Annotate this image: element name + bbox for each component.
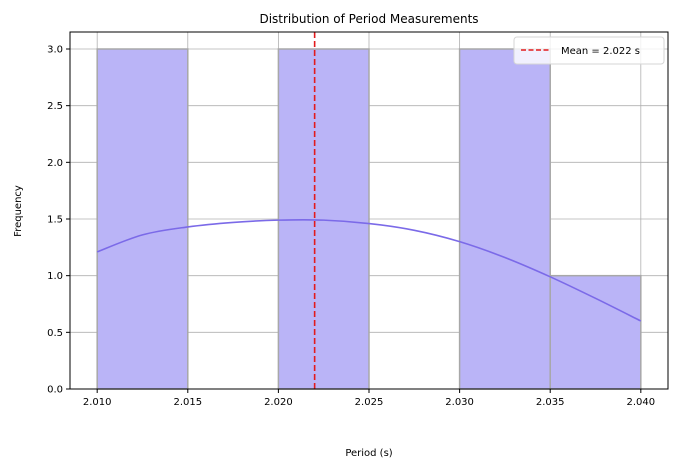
y-tick-label: 0.5 xyxy=(47,328,63,339)
x-tick-label: 2.015 xyxy=(173,397,202,408)
histogram-bar xyxy=(277,48,370,390)
x-tick-label: 2.035 xyxy=(536,397,565,408)
histogram-bar xyxy=(549,274,642,390)
x-axis-ticks: 2.010 2.015 2.020 2.025 2.030 2.035 2.040 xyxy=(83,389,655,408)
y-tick-label: 3.0 xyxy=(47,45,63,56)
histogram-bar xyxy=(458,48,551,390)
x-tick-label: 2.030 xyxy=(445,397,474,408)
x-tick-label: 2.010 xyxy=(83,397,112,408)
y-tick-label: 2.5 xyxy=(47,101,63,112)
x-axis-label: Period (s) xyxy=(345,448,392,459)
histogram-bars xyxy=(96,48,642,390)
y-tick-label: 0.0 xyxy=(47,385,63,396)
histogram-bar xyxy=(96,48,189,390)
x-tick-label: 2.025 xyxy=(355,397,384,408)
x-tick-label: 2.040 xyxy=(626,397,655,408)
legend: Mean = 2.022 s xyxy=(513,36,665,65)
y-axis-ticks: 0.0 0.5 1.0 1.5 2.0 2.5 3.0 xyxy=(47,45,70,396)
legend-mean-label: Mean = 2.022 s xyxy=(561,46,640,57)
x-tick-label: 2.020 xyxy=(264,397,293,408)
y-tick-label: 1.0 xyxy=(47,271,63,282)
legend-box xyxy=(513,36,665,65)
y-tick-label: 1.5 xyxy=(47,215,63,226)
y-axis-label: Frequency xyxy=(13,185,24,237)
chart-title: Distribution of Period Measurements xyxy=(259,12,478,26)
kde-curve xyxy=(96,218,642,322)
y-tick-label: 2.0 xyxy=(47,158,63,169)
kde-curve-group xyxy=(96,218,642,322)
